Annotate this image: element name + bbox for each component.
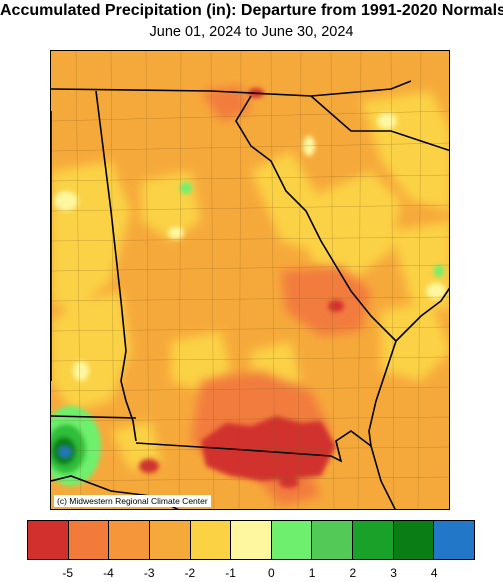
surplus-areas [51, 182, 444, 486]
precipitation-map [50, 50, 450, 510]
map-credit: (c) Midwestern Regional Climate Center [54, 495, 211, 507]
legend-swatch-6 [271, 521, 313, 559]
legend-tick-label: 2 [349, 566, 357, 580]
near-normal-areas [54, 113, 446, 381]
legend-tick-label: 1 [308, 566, 316, 580]
legend-swatch-7 [312, 521, 354, 559]
legend-swatch-2 [109, 521, 150, 559]
map-title: Accumulated Precipitation (in): Departur… [0, 2, 503, 19]
legend-tick-label: -1 [225, 566, 236, 580]
legend-swatch-5 [231, 521, 272, 559]
legend-swatch-1 [68, 521, 110, 559]
legend-swatch-9 [393, 521, 435, 559]
map-canvas [51, 51, 449, 509]
legend-tick-label: -4 [103, 566, 114, 580]
legend-swatch-0 [28, 521, 69, 559]
county-lines [51, 51, 449, 509]
legend-swatch-3 [149, 521, 191, 559]
legend-swatch-8 [353, 521, 394, 559]
color-legend [27, 520, 475, 560]
legend-tick-label: 0 [268, 566, 275, 580]
legend-swatch-4 [190, 521, 232, 559]
state-boundaries [51, 80, 449, 509]
severe-deficit-areas [139, 88, 344, 488]
legend-tick-label: 4 [430, 566, 438, 580]
date-range-subtitle: June 01, 2024 to June 30, 2024 [149, 24, 354, 40]
legend-tick-label: -5 [62, 566, 74, 580]
legend-tick-label: -3 [143, 566, 155, 580]
legend-tick-label: -2 [184, 566, 196, 580]
legend-tick-label: 3 [390, 566, 397, 580]
legend-swatch-10 [434, 521, 475, 559]
